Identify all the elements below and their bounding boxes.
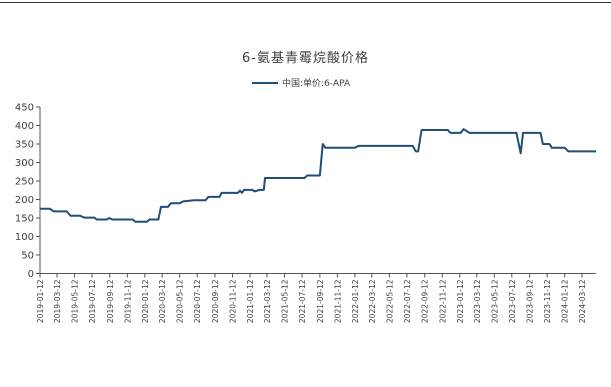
x-tick-label: 2024-03-12 — [578, 279, 587, 323]
chart-title: 6-氨基青霉烷酸价格 — [242, 51, 369, 66]
y-tick-label: 50 — [21, 251, 34, 262]
y-tick-label: 0 — [28, 269, 34, 280]
x-tick-label: 2021-07-12 — [298, 279, 307, 323]
x-tick-label: 2023-07-12 — [508, 279, 517, 323]
x-tick-label: 2022-09-12 — [421, 279, 430, 323]
x-tick-label: 2019-01-12 — [36, 279, 45, 323]
x-tick-label: 2021-05-12 — [281, 279, 290, 323]
x-tick-label: 2022-05-12 — [385, 279, 394, 323]
y-tick-label: 300 — [15, 158, 34, 169]
x-tick-label: 2023-05-12 — [490, 279, 499, 323]
x-tick-label: 2019-07-12 — [88, 279, 97, 323]
x-tick-label: 2020-05-12 — [176, 279, 185, 323]
x-tick-label: 2023-09-12 — [526, 279, 535, 323]
y-tick-label: 250 — [15, 177, 34, 188]
x-tick-label: 2022-01-12 — [351, 279, 360, 323]
x-tick-label: 2020-03-12 — [158, 279, 167, 323]
legend: 中国:单价:6-APA — [252, 76, 350, 89]
y-tick-label: 400 — [15, 121, 34, 132]
x-tick-label: 2019-09-12 — [106, 279, 115, 323]
y-tick-label: 150 — [15, 214, 34, 225]
x-tick-label: 2019-05-12 — [70, 279, 79, 323]
y-tick-label: 200 — [15, 195, 34, 206]
x-tick-label: 2019-03-12 — [53, 279, 62, 323]
y-tick-label: 450 — [15, 103, 34, 114]
x-tick-label: 2023-11-12 — [543, 279, 552, 323]
x-tick-label: 2024-01-12 — [561, 279, 570, 323]
x-tick-label: 2019-11-12 — [123, 279, 132, 323]
y-tick-label: 100 — [15, 232, 34, 243]
x-tick-label: 2022-07-12 — [403, 279, 412, 323]
x-tick-label: 2023-03-12 — [473, 279, 482, 323]
x-tick-label: 2020-11-12 — [229, 279, 238, 323]
top-border-line — [0, 2, 611, 3]
x-tick-label: 2021-09-12 — [316, 279, 325, 323]
x-tick-label: 2020-01-12 — [141, 279, 150, 323]
legend-label: 中国:单价:6-APA — [282, 79, 351, 89]
x-tick-label: 2021-03-12 — [263, 279, 272, 323]
x-tick-label: 2021-01-12 — [246, 279, 255, 323]
series-line-0 — [40, 128, 596, 223]
x-tick-label: 2021-11-12 — [333, 279, 342, 323]
x-tick-label: 2022-03-12 — [368, 279, 377, 323]
x-tick-label: 2020-09-12 — [211, 279, 220, 323]
x-tick-label: 2020-07-12 — [193, 279, 202, 323]
y-tick-label: 350 — [15, 140, 34, 151]
x-tick-label: 2023-01-12 — [456, 279, 465, 323]
legend-swatch — [252, 81, 278, 84]
x-tick-label: 2022-11-12 — [438, 279, 447, 323]
